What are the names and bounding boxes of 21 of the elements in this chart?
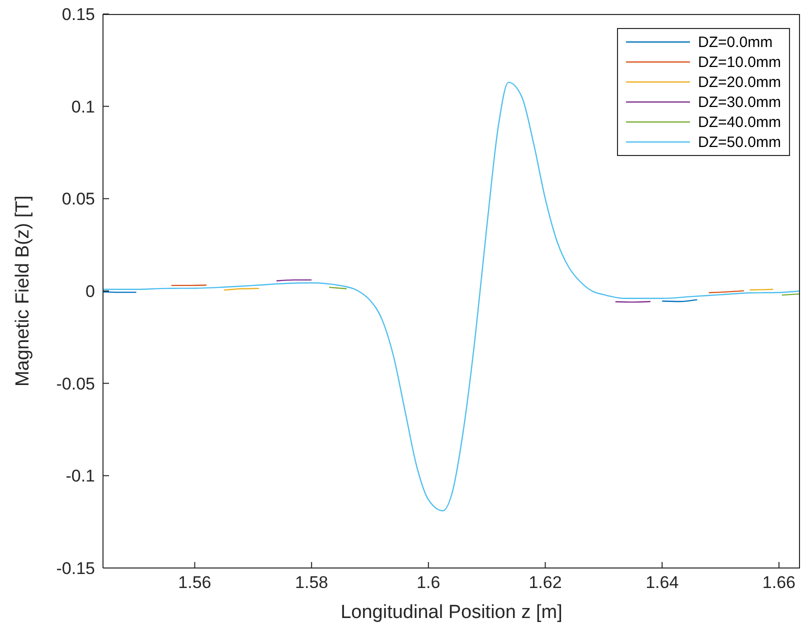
y-tick-label: 0.1	[71, 97, 95, 116]
x-tick-label: 1.56	[178, 573, 212, 592]
x-tick-label: 1.66	[762, 573, 796, 592]
legend-label: DZ=30.0mm	[698, 94, 781, 110]
y-axis-title: Magnetic Field B(z) [T]	[12, 195, 34, 387]
legend-label: DZ=40.0mm	[698, 114, 781, 130]
x-tick-label: 1.62	[528, 573, 562, 592]
y-tick-label: -0.1	[66, 466, 95, 486]
y-tick-label: 0.05	[62, 190, 95, 209]
legend-label: DZ=10.0mm	[698, 54, 781, 70]
legend-label: DZ=50.0mm	[698, 134, 781, 150]
x-tick-label: 1.58	[295, 573, 328, 592]
x-tick-label: 1.64	[646, 573, 679, 592]
y-tick-label: -0.15	[56, 559, 95, 578]
y-tick-label: -0.05	[56, 374, 95, 394]
y-tick-label: 0	[86, 282, 95, 302]
legend-label: DZ=0.0mm	[698, 34, 773, 50]
x-tick-label: 1.6	[416, 573, 440, 592]
y-tick-label: 0.15	[62, 5, 95, 24]
legend-label: DZ=20.0mm	[698, 74, 781, 90]
x-axis-title: Longitudinal Position z [m]	[340, 602, 562, 623]
